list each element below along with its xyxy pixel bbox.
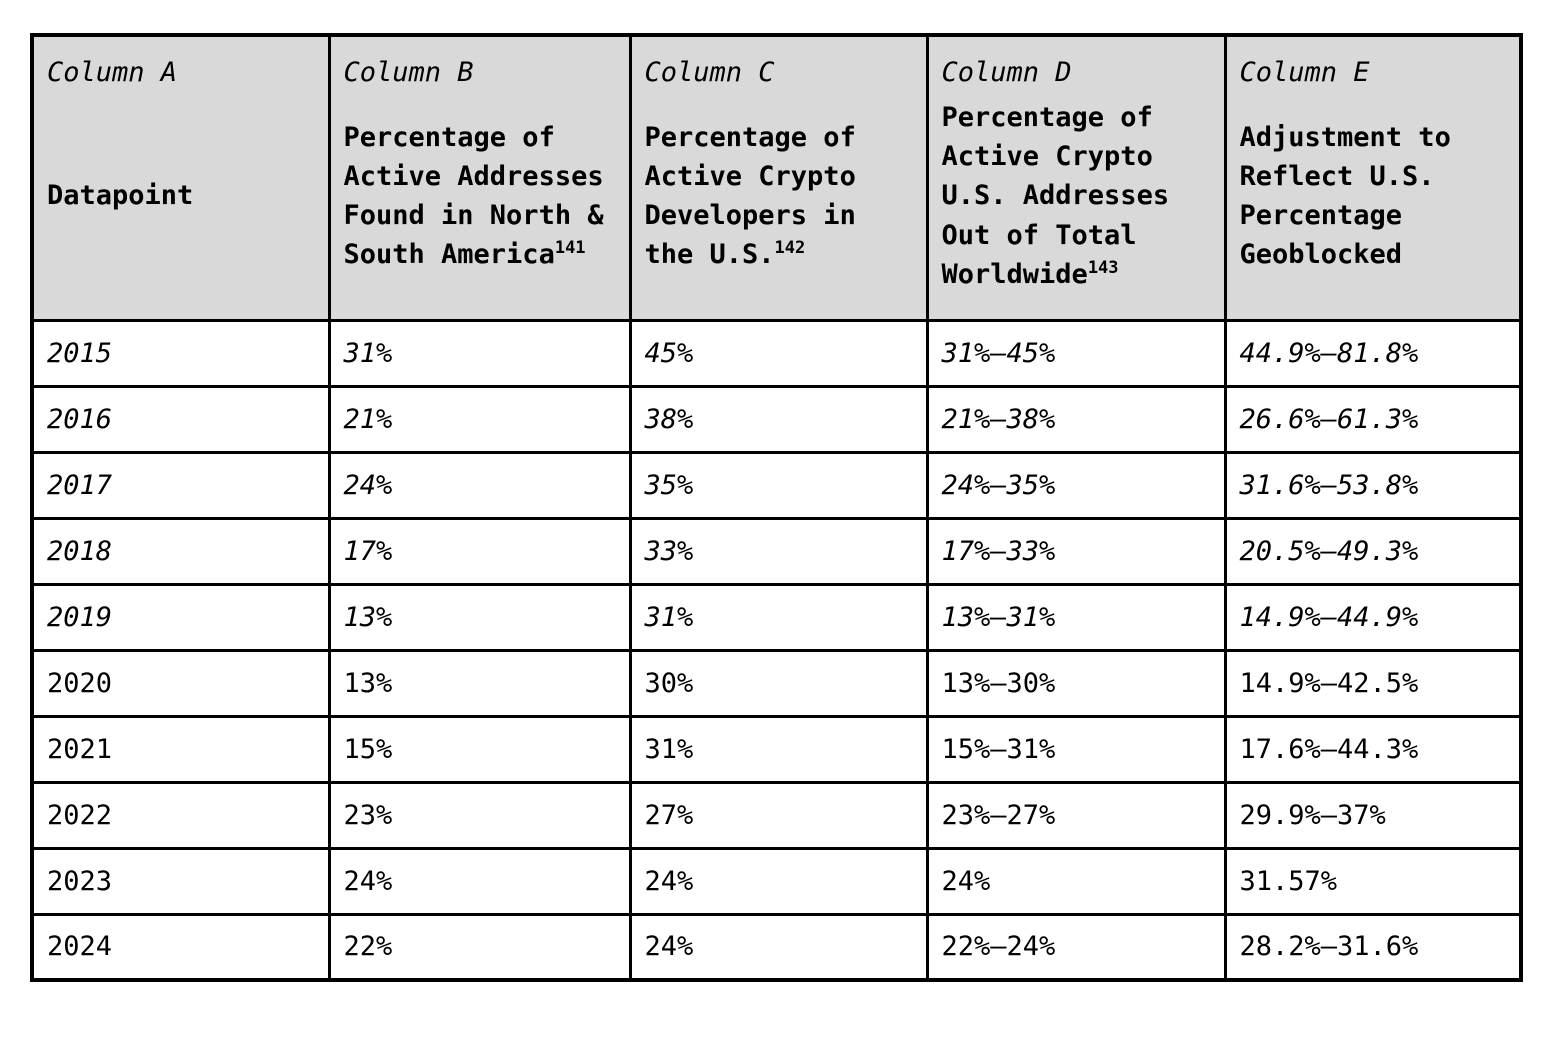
table-row: 2015 31% 45% 31%–45% 44.9%–81.8% (30, 318, 1523, 388)
value-cell-e: 28.2%–31.6% (1223, 912, 1523, 982)
value-cell-c: 24% (628, 912, 929, 982)
table-row: 2016 21% 38% 21%–38% 26.6%–61.3% (30, 384, 1523, 454)
table-row: 2022 23% 27% 23%–27% 29.9%–37% (30, 780, 1523, 850)
value-cell-d: 13%–30% (925, 648, 1227, 718)
value-cell-e: 20.5%–49.3% (1223, 516, 1523, 586)
value-cell-e: 29.9%–37% (1223, 780, 1523, 850)
value-cell-d: 31%–45% (925, 318, 1227, 388)
column-d-footnote: 143 (1087, 257, 1119, 278)
table-row: 2018 17% 33% 17%–33% 20.5%–49.3% (30, 516, 1523, 586)
value-cell-d: 24% (925, 846, 1227, 916)
value-cell-b: 23% (327, 780, 632, 850)
table-row: 2020 13% 30% 13%–30% 14.9%–42.5% (30, 648, 1523, 718)
value-cell-b: 21% (327, 384, 632, 454)
column-b-footnote: 141 (554, 238, 586, 259)
value-cell-c: 27% (628, 780, 929, 850)
column-b-label: Column B (343, 57, 474, 88)
year-cell: 2023 (30, 846, 331, 916)
value-cell-e: 14.9%–44.9% (1223, 582, 1523, 652)
column-c-title: Percentage of Active Crypto Developers i… (644, 121, 856, 271)
value-cell-c: 45% (628, 318, 929, 388)
year-cell: 2018 (30, 516, 331, 586)
value-cell-b: 31% (327, 318, 632, 388)
header-cell-a: Column A Datapoint (30, 33, 331, 322)
value-cell-c: 35% (628, 450, 929, 520)
value-cell-d: 24%–35% (925, 450, 1227, 520)
data-table: Column A Datapoint Column B Percentage o… (30, 33, 1523, 982)
value-cell-d: 17%–33% (925, 516, 1227, 586)
year-cell: 2022 (30, 780, 331, 850)
year-cell: 2017 (30, 450, 331, 520)
value-cell-c: 38% (628, 384, 929, 454)
value-cell-d: 21%–38% (925, 384, 1227, 454)
value-cell-b: 22% (327, 912, 632, 982)
value-cell-c: 24% (628, 846, 929, 916)
column-d-title: Percentage of Active Crypto U.S. Address… (941, 102, 1170, 290)
value-cell-b: 13% (327, 582, 632, 652)
table-row: 2021 15% 31% 15%–31% 17.6%–44.3% (30, 714, 1523, 784)
value-cell-d: 15%–31% (925, 714, 1227, 784)
table-header: Column A Datapoint Column B Percentage o… (30, 33, 1523, 322)
value-cell-b: 13% (327, 648, 632, 718)
table-row: 2019 13% 31% 13%–31% 14.9%–44.9% (30, 582, 1523, 652)
table-row: 2024 22% 24% 22%–24% 28.2%–31.6% (30, 912, 1523, 982)
value-cell-e: 44.9%–81.8% (1223, 318, 1523, 388)
year-cell: 2019 (30, 582, 331, 652)
column-e-title: Adjustment to Reflect U.S. Percentage Ge… (1239, 121, 1451, 271)
table-body: 2015 31% 45% 31%–45% 44.9%–81.8% 2016 21% 38% 21… (30, 318, 1523, 982)
header-cell-d: Column D Percentage of Active Crypto U.S… (925, 33, 1227, 322)
header-row: Column A Datapoint Column B Percentage o… (30, 33, 1523, 322)
column-b-title: Percentage of Active Addresses Found in … (343, 121, 604, 271)
value-cell-b: 24% (327, 846, 632, 916)
value-cell-e: 31.6%–53.8% (1223, 450, 1523, 520)
year-cell: 2024 (30, 912, 331, 982)
value-cell-e: 26.6%–61.3% (1223, 384, 1523, 454)
value-cell-c: 33% (628, 516, 929, 586)
column-a-label: Column A (47, 57, 178, 88)
value-cell-e: 14.9%–42.5% (1223, 648, 1523, 718)
column-c-label: Column C (644, 57, 775, 88)
table-row: 2017 24% 35% 24%–35% 31.6%–53.8% (30, 450, 1523, 520)
value-cell-b: 24% (327, 450, 632, 520)
column-c-footnote: 142 (774, 238, 806, 259)
value-cell-b: 17% (327, 516, 632, 586)
value-cell-d: 13%–31% (925, 582, 1227, 652)
value-cell-e: 17.6%–44.3% (1223, 714, 1523, 784)
year-cell: 2021 (30, 714, 331, 784)
year-cell: 2015 (30, 318, 331, 388)
column-e-label: Column E (1239, 57, 1370, 88)
column-a-title: Datapoint (47, 180, 194, 212)
header-cell-c: Column C Percentage of Active Crypto Dev… (628, 33, 929, 322)
year-cell: 2016 (30, 384, 331, 454)
value-cell-d: 23%–27% (925, 780, 1227, 850)
column-d-label: Column D (941, 57, 1072, 88)
value-cell-c: 30% (628, 648, 929, 718)
header-cell-b: Column B Percentage of Active Addresses … (327, 33, 632, 322)
value-cell-d: 22%–24% (925, 912, 1227, 982)
year-cell: 2020 (30, 648, 331, 718)
value-cell-e: 31.57% (1223, 846, 1523, 916)
value-cell-c: 31% (628, 714, 929, 784)
value-cell-c: 31% (628, 582, 929, 652)
value-cell-b: 15% (327, 714, 632, 784)
table-row: 2023 24% 24% 24% 31.57% (30, 846, 1523, 916)
header-cell-e: Column E Adjustment to Reflect U.S. Perc… (1223, 33, 1523, 322)
